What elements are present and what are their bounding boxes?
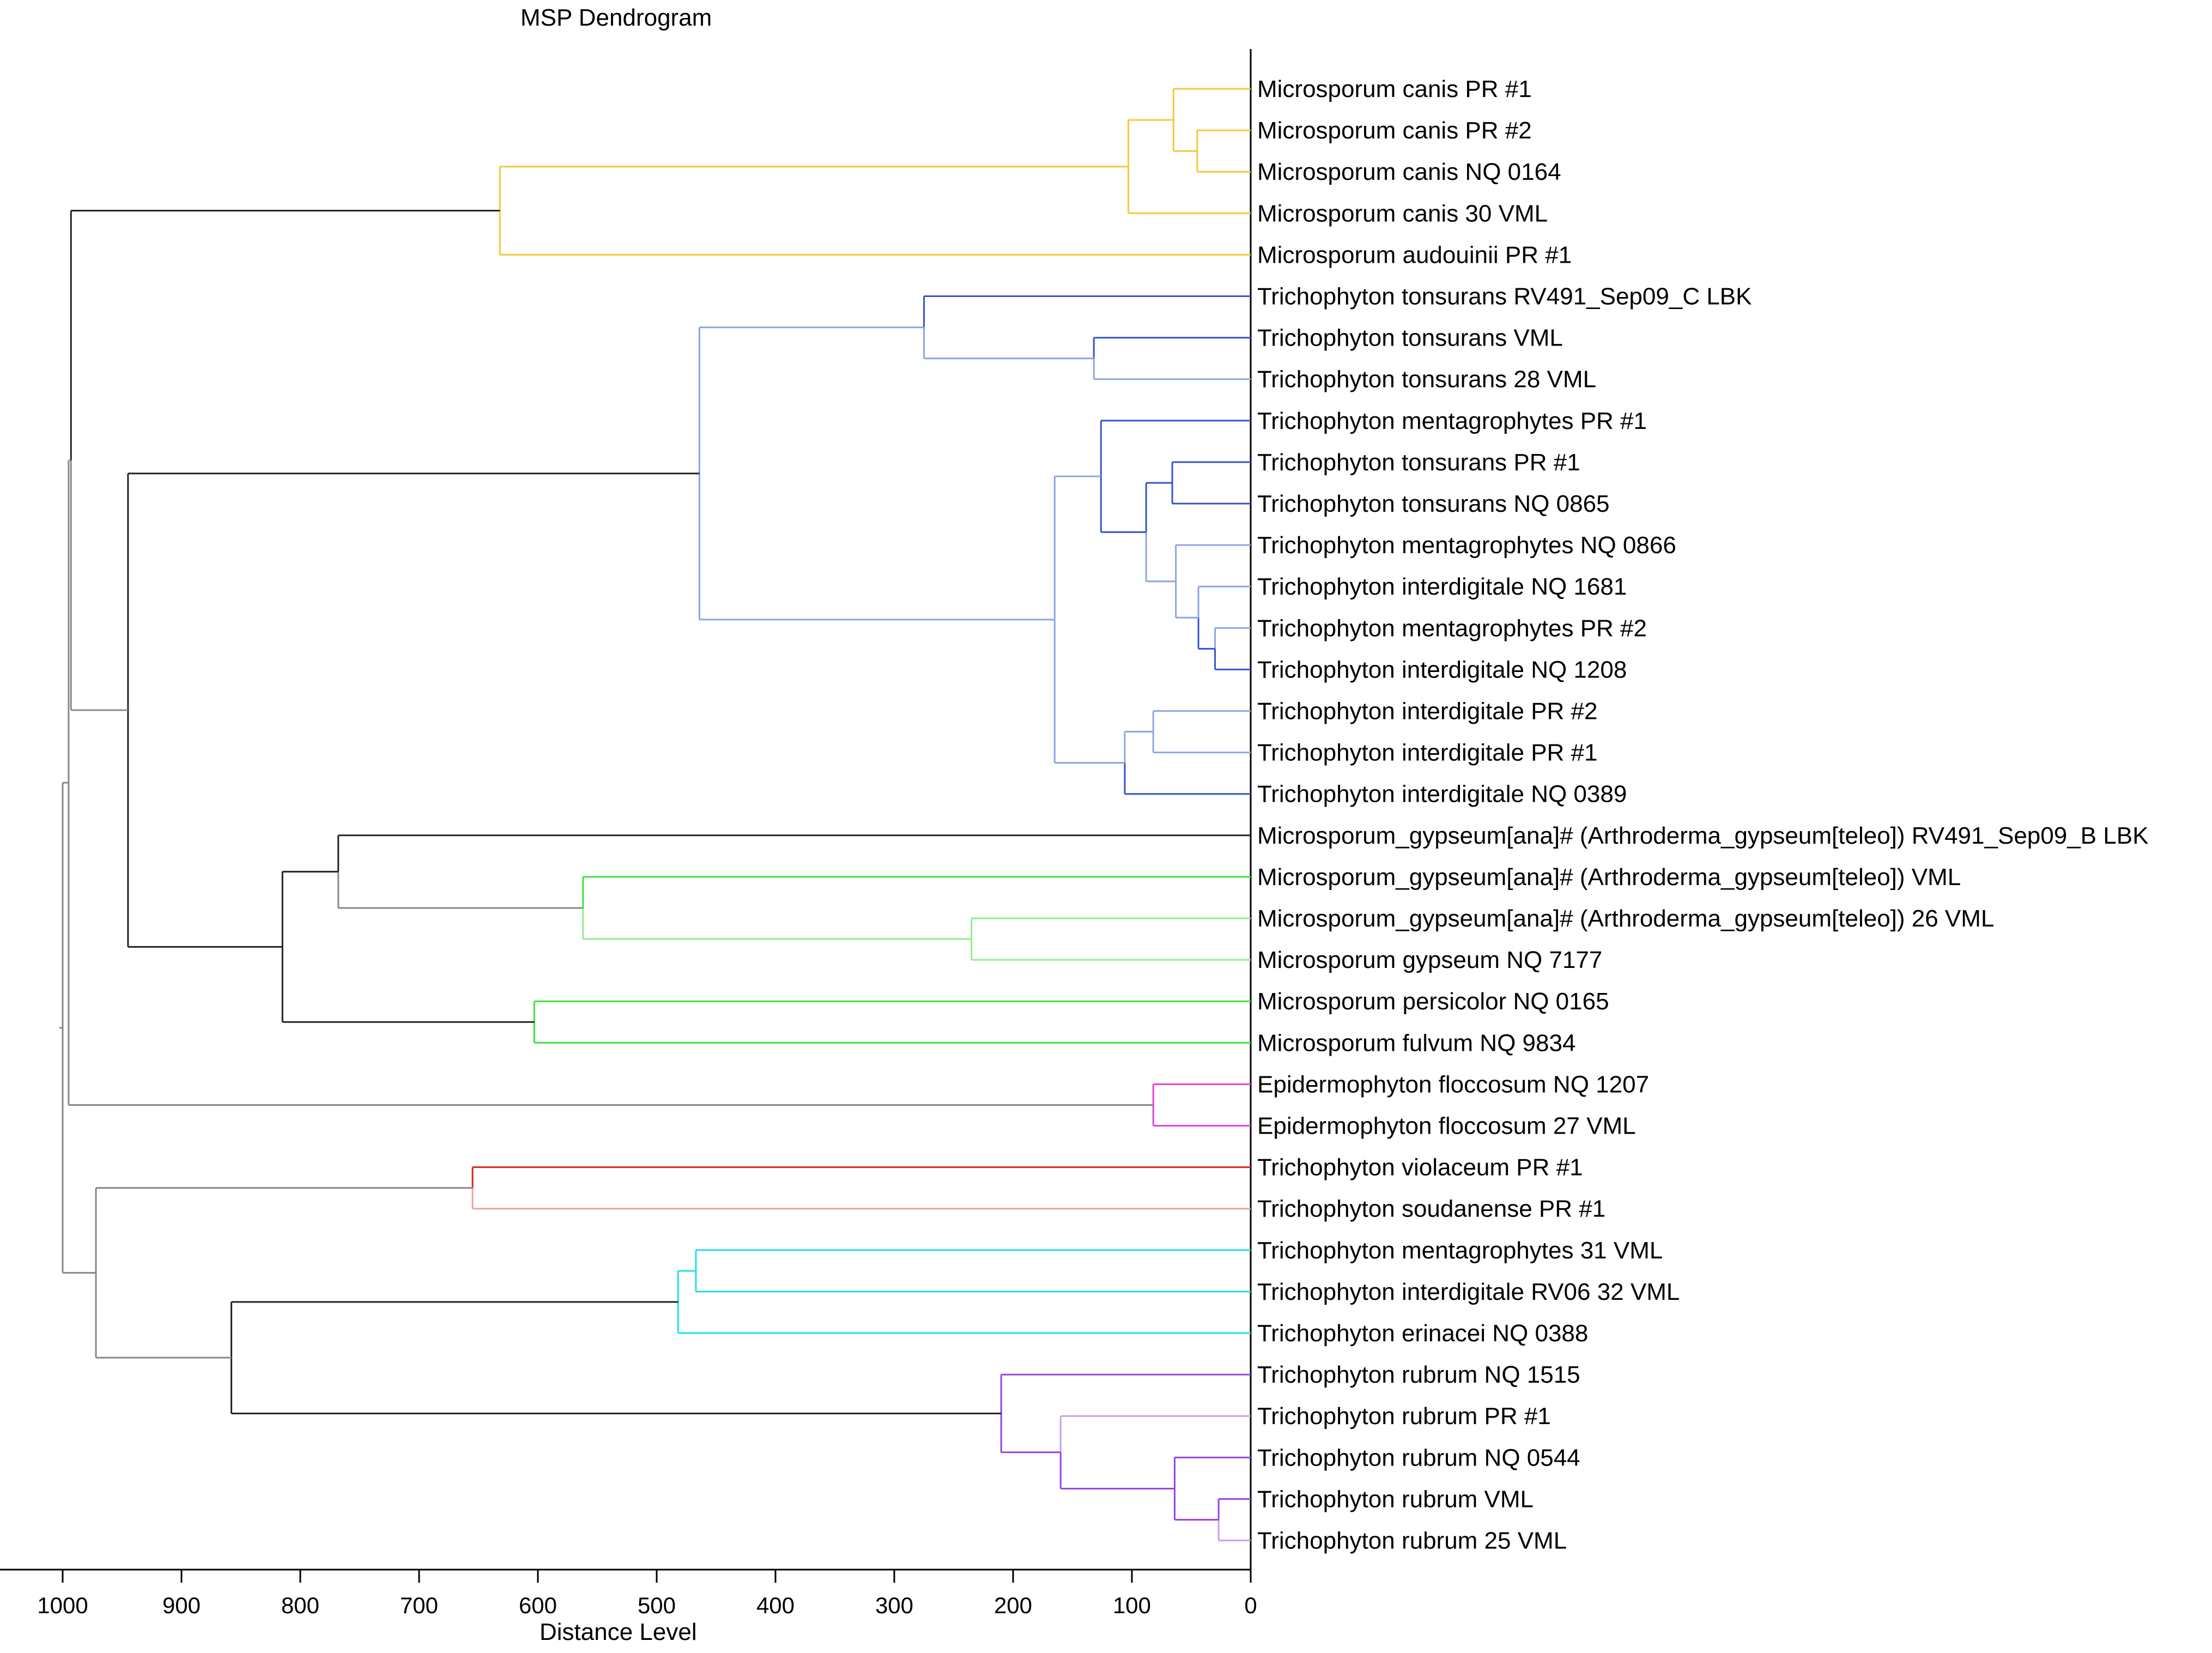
leaf-label: Trichophyton violaceum PR #1: [1257, 1154, 1583, 1181]
x-tick-label: 900: [162, 1593, 201, 1618]
leaf-label: Trichophyton interdigitale PR #2: [1257, 698, 1598, 725]
x-tick-label: 200: [994, 1593, 1032, 1618]
leaf-label: Trichophyton mentagrophytes PR #2: [1257, 615, 1647, 641]
page-title: MSP Dendrogram: [520, 4, 712, 31]
leaf-label: Trichophyton tonsurans PR #1: [1257, 449, 1580, 476]
leaf-label: Trichophyton interdigitale NQ 1208: [1257, 656, 1627, 683]
x-tick-label: 0: [1244, 1593, 1257, 1618]
leaf-label: Microsporum persicolor NQ 0165: [1257, 988, 1609, 1015]
leaf-label: Trichophyton mentagrophytes PR #1: [1257, 408, 1647, 434]
leaf-label: Trichophyton tonsurans RV491_Sep09_C LBK: [1257, 283, 1752, 310]
leaf-label: Microsporum canis PR #1: [1257, 76, 1532, 102]
x-tick-label: 800: [281, 1593, 319, 1618]
leaf-label: Microsporum_gypseum[ana]# (Arthroderma_g…: [1257, 905, 1994, 932]
leaf-label: Trichophyton tonsurans NQ 0865: [1257, 491, 1610, 517]
leaf-label: Trichophyton rubrum NQ 0544: [1257, 1444, 1580, 1471]
leaf-label: Microsporum canis NQ 0164: [1257, 159, 1561, 185]
x-tick-label: 500: [638, 1593, 676, 1618]
leaf-label: Trichophyton rubrum 25 VML: [1257, 1528, 1567, 1554]
leaf-label: Microsporum canis 30 VML: [1257, 200, 1548, 227]
leaf-label: Trichophyton rubrum NQ 1515: [1257, 1361, 1580, 1388]
leaf-label: Trichophyton interdigitale NQ 1681: [1257, 573, 1627, 600]
leaf-label: Trichophyton mentagrophytes 31 VML: [1257, 1237, 1663, 1264]
leaf-label: Microsporum_gypseum[ana]# (Arthroderma_g…: [1257, 864, 1961, 891]
x-tick-label: 700: [400, 1593, 438, 1618]
leaf-label: Trichophyton rubrum VML: [1257, 1486, 1534, 1512]
leaf-label: Microsporum fulvum NQ 9834: [1257, 1030, 1575, 1056]
leaf-label: Microsporum audouinii PR #1: [1257, 241, 1572, 268]
leaf-label: Trichophyton interdigitale PR #1: [1257, 740, 1598, 766]
leaf-label: Trichophyton rubrum PR #1: [1257, 1403, 1551, 1430]
dendrogram-branches: [59, 88, 1251, 1541]
leaf-label: Trichophyton tonsurans 28 VML: [1257, 366, 1596, 393]
leaf-labels: Microsporum canis PR #1 Microsporum canis…: [1257, 76, 2148, 1554]
x-tick-label: 400: [756, 1593, 795, 1618]
leaf-label: Microsporum gypseum NQ 7177: [1257, 947, 1602, 973]
leaf-label: Trichophyton soudanense PR #1: [1257, 1196, 1605, 1222]
x-axis-label: Distance Level: [540, 1619, 697, 1645]
leaf-label: Trichophyton tonsurans VML: [1257, 325, 1563, 352]
x-tick-label: 1000: [37, 1593, 88, 1618]
leaf-label: Trichophyton interdigitale NQ 0389: [1257, 781, 1627, 808]
leaf-label: Trichophyton mentagrophytes NQ 0866: [1257, 532, 1676, 559]
x-axis: 1000 900 800 700 600 500 400 300 200 100 0: [0, 49, 1257, 1618]
leaf-label: Trichophyton interdigitale RV06 32 VML: [1257, 1279, 1680, 1305]
leaf-label: Microsporum canis PR #2: [1257, 117, 1532, 144]
x-tick-label: 100: [1113, 1593, 1151, 1618]
x-tick-label: 600: [519, 1593, 557, 1618]
x-tick-label: 300: [875, 1593, 913, 1618]
leaf-label: Epidermophyton floccosum 27 VML: [1257, 1113, 1636, 1140]
leaf-label: Microsporum_gypseum[ana]# (Arthroderma_g…: [1257, 822, 2148, 849]
leaf-label: Trichophyton erinacei NQ 0388: [1257, 1320, 1588, 1347]
leaf-label: Epidermophyton floccosum NQ 1207: [1257, 1071, 1649, 1098]
